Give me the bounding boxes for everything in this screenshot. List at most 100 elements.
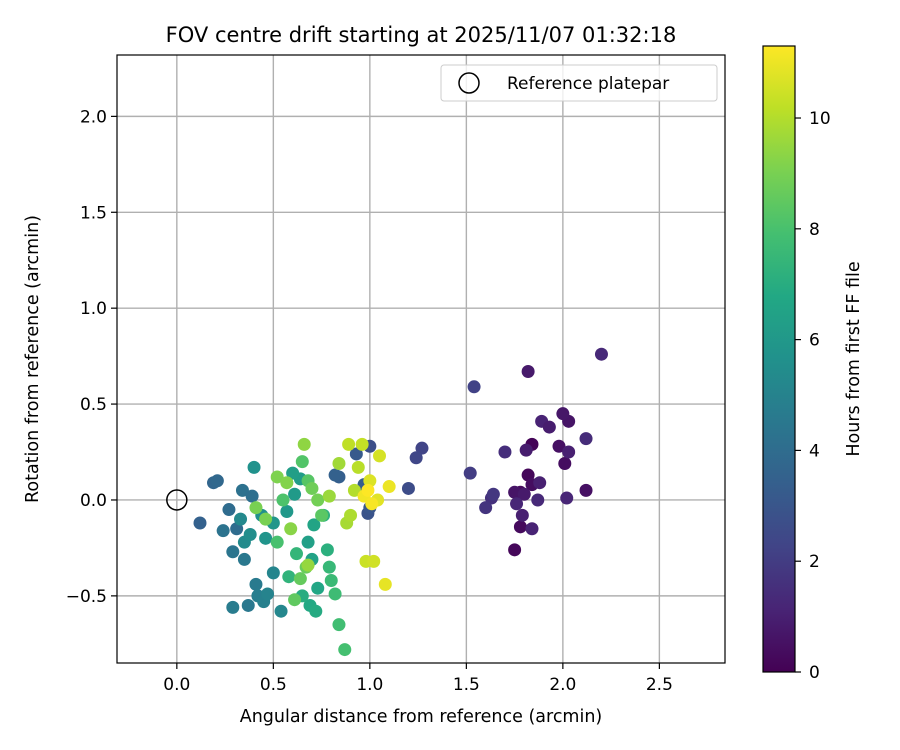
- data-point: [328, 587, 342, 601]
- data-point: [322, 560, 336, 574]
- data-point: [193, 516, 207, 530]
- data-point: [463, 466, 477, 480]
- colorbar-tick-label: 6: [809, 331, 820, 351]
- colorbar-tick-label: 10: [809, 109, 831, 129]
- data-point: [373, 449, 387, 463]
- data-point: [226, 545, 240, 559]
- data-point: [579, 483, 593, 497]
- data-point: [347, 483, 361, 497]
- data-point: [301, 535, 315, 549]
- data-point: [261, 587, 275, 601]
- data-point: [467, 380, 481, 394]
- data-point: [510, 497, 524, 511]
- y-tick-label: 2.0: [80, 107, 107, 127]
- x-tick-label: 0.5: [260, 675, 287, 695]
- data-point: [332, 618, 346, 632]
- colorbar-tick-label: 0: [809, 663, 820, 683]
- data-point: [311, 493, 325, 507]
- colorbar-ticks: 0 2 4 6 8 10: [795, 109, 831, 683]
- data-point: [508, 485, 522, 499]
- x-tick-label: 2.0: [549, 675, 576, 695]
- data-point: [479, 501, 493, 515]
- data-point: [259, 512, 273, 526]
- data-point: [307, 518, 321, 532]
- data-point: [332, 457, 346, 471]
- data-point: [562, 445, 576, 459]
- data-point: [241, 598, 255, 612]
- data-point: [519, 443, 533, 457]
- x-tick-label: 1.5: [453, 675, 480, 695]
- data-point: [266, 566, 280, 580]
- plot-frame: [116, 54, 726, 664]
- data-point: [249, 501, 263, 515]
- data-point: [270, 535, 284, 549]
- y-axis-label: Rotation from reference (arcmin): [23, 215, 43, 503]
- data-point: [297, 437, 311, 451]
- legend-label-reference: Reference platepar: [507, 74, 669, 94]
- data-point: [486, 487, 500, 501]
- data-point: [378, 577, 392, 591]
- data-point: [338, 643, 352, 657]
- colorbar-tick-label: 4: [809, 441, 820, 461]
- data-point: [280, 476, 294, 490]
- data-point: [560, 491, 574, 505]
- data-point: [284, 522, 298, 536]
- data-point: [309, 604, 323, 618]
- x-tick-label: 1.0: [356, 675, 383, 695]
- data-point: [290, 547, 304, 561]
- data-point: [415, 441, 429, 455]
- data-point: [531, 493, 545, 507]
- colorbar: 0 2 4 6 8 10 Hours from first FF file: [762, 45, 864, 683]
- data-point: [286, 466, 300, 480]
- legend-marker-reference: [458, 72, 480, 94]
- colorbar-tick-label: 2: [809, 552, 820, 572]
- legend: Reference platepar: [440, 64, 718, 102]
- data-point: [293, 572, 307, 586]
- data-point: [288, 593, 302, 607]
- data-point: [234, 512, 248, 526]
- data-point: [324, 574, 338, 588]
- data-point: [513, 520, 527, 534]
- data-point: [216, 524, 230, 538]
- data-point: [235, 483, 249, 497]
- data-point: [259, 531, 273, 545]
- data-point: [274, 604, 288, 618]
- data-point: [305, 481, 319, 495]
- data-point: [409, 451, 423, 465]
- data-point: [280, 504, 294, 518]
- data-point: [288, 487, 302, 501]
- data-point: [508, 543, 522, 557]
- data-point: [226, 600, 240, 614]
- data-point: [382, 480, 396, 494]
- data-point: [533, 476, 547, 490]
- x-axis-label: Angular distance from reference (arcmin): [240, 707, 603, 727]
- x-axis-ticks: 0.0 0.5 1.0 1.5 2.0 2.5: [163, 663, 673, 695]
- grid: [117, 55, 725, 663]
- data-point: [349, 447, 363, 461]
- colorbar-gradient: [762, 45, 796, 673]
- data-point: [361, 483, 375, 497]
- data-point: [367, 554, 381, 568]
- data-point: [276, 493, 290, 507]
- data-point: [525, 522, 539, 536]
- x-tick-label: 2.5: [646, 675, 673, 695]
- y-tick-label: 0.0: [80, 491, 107, 511]
- data-point: [243, 527, 257, 541]
- data-point: [295, 455, 309, 469]
- data-point: [351, 460, 365, 474]
- y-tick-label: 1.5: [80, 203, 107, 223]
- y-tick-label: −0.5: [66, 587, 107, 607]
- data-point: [210, 474, 224, 488]
- data-point: [515, 508, 529, 522]
- data-point: [556, 407, 570, 421]
- data-point: [245, 489, 259, 503]
- data-point: [315, 508, 329, 522]
- chart-title: FOV centre drift starting at 2025/11/07 …: [166, 23, 677, 47]
- data-point: [328, 468, 342, 482]
- data-point: [521, 364, 535, 378]
- y-tick-label: 0.5: [80, 395, 107, 415]
- data-point: [594, 347, 608, 361]
- data-point: [552, 439, 566, 453]
- data-point: [542, 420, 556, 434]
